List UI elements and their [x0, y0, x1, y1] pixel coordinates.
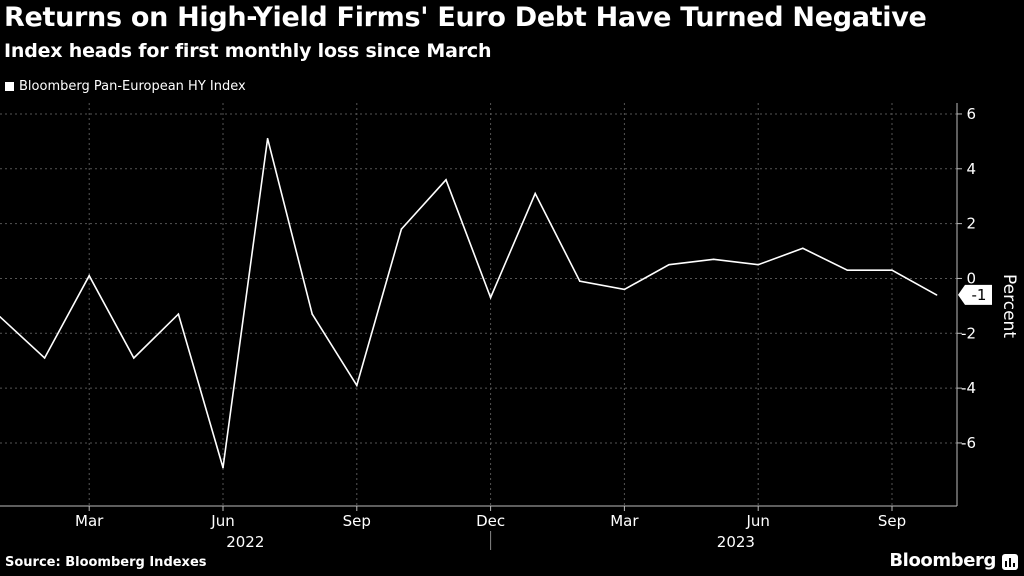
data-point — [935, 294, 938, 296]
bloomberg-bar-chart-icon — [1002, 554, 1018, 570]
x-tick-label: Mar — [610, 512, 639, 530]
data-point — [846, 269, 849, 272]
y-tick-label: 0 — [966, 269, 976, 287]
data-point — [891, 269, 893, 272]
label-layer: 6 4 2 0 -2 -4 -6 Mar Jun Sep Dec Mar Jun Sep 2022 2023 P… — [75, 105, 1019, 551]
data-point — [802, 247, 804, 250]
y-tick-label: -2 — [961, 324, 976, 342]
chart-subtitle: Index heads for first monthly loss since… — [4, 40, 492, 62]
data-point — [266, 137, 269, 140]
data-point — [177, 313, 180, 315]
brand-name: Bloomberg — [889, 550, 996, 571]
square-swatch-icon — [5, 82, 14, 91]
last-value-flag — [958, 284, 992, 305]
source-note: Source: Bloomberg Indexes — [5, 555, 207, 570]
legend-label: Bloomberg Pan-European HY Index — [19, 79, 246, 94]
x-tick-label: Sep — [343, 512, 371, 530]
data-point — [400, 228, 403, 230]
x-tick-label: Jun — [745, 512, 769, 530]
series-line — [0, 138, 937, 468]
data-point — [0, 316, 1, 318]
data-point — [534, 192, 536, 195]
axis-layer — [0, 103, 962, 550]
data-point — [757, 263, 759, 266]
legend: Bloomberg Pan-European HY Index — [5, 79, 246, 94]
last-value-label: -1 — [972, 286, 987, 304]
x-tick-label: Dec — [476, 512, 505, 530]
data-point — [489, 296, 492, 299]
y-tick-label: 6 — [966, 105, 976, 123]
y-tick-label: 4 — [966, 160, 976, 178]
data-point — [712, 258, 715, 261]
y-tick-label: -4 — [961, 379, 976, 397]
x-tick-label: Sep — [878, 512, 906, 530]
x-tick-label: Jun — [210, 512, 234, 530]
data-point — [623, 288, 626, 291]
data-point — [356, 384, 358, 387]
data-point — [133, 357, 135, 359]
data-point — [222, 466, 224, 469]
data-point — [445, 178, 447, 181]
year-label: 2022 — [226, 533, 264, 551]
data-point — [311, 313, 314, 315]
y-axis-title: Percent — [999, 274, 1019, 338]
chart-title: Returns on High-Yield Firms' Euro Debt H… — [4, 2, 927, 33]
data-point — [668, 263, 670, 266]
series-layer — [0, 137, 938, 469]
y-tick-label: 2 — [966, 215, 976, 233]
data-point — [579, 280, 581, 282]
data-point — [43, 357, 46, 359]
x-tick-label: Mar — [75, 512, 104, 530]
data-point — [88, 274, 90, 277]
y-tick-label: -6 — [961, 434, 976, 452]
grid-layer — [0, 103, 957, 506]
year-label: 2023 — [717, 533, 755, 551]
